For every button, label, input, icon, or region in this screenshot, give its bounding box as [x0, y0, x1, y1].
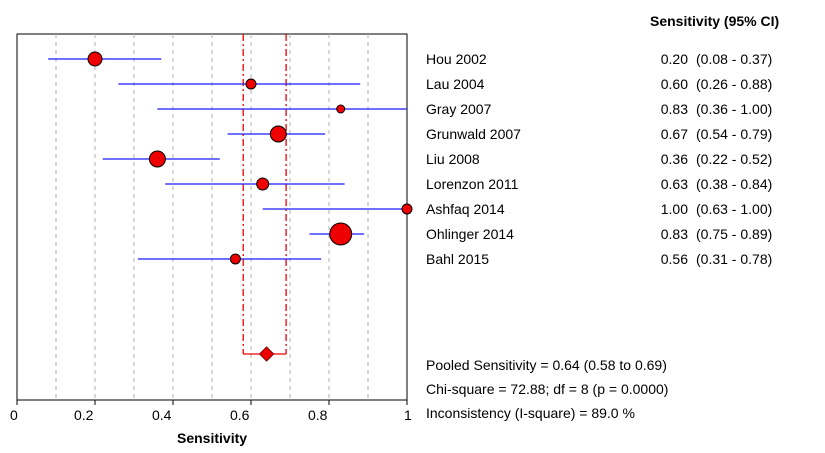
ci-label: (0.75 - 0.89)	[696, 226, 773, 242]
estimate-label: 0.20	[660, 51, 688, 67]
plot-frame	[16, 33, 408, 401]
study-label: Liu 2008	[426, 151, 480, 167]
estimate-label: 0.60	[660, 76, 688, 92]
estimate-marker	[401, 203, 413, 215]
x-tick-label: 0.6	[230, 407, 250, 423]
column-header: Sensitivity (95% CI)	[650, 13, 780, 29]
ci-label: (0.54 - 0.79)	[696, 126, 773, 142]
ci-label: (0.31 - 0.78)	[696, 251, 773, 267]
study-label: Lorenzon 2011	[426, 176, 519, 192]
ci-label: (0.63 - 1.00)	[696, 201, 773, 217]
estimate-marker	[269, 125, 287, 143]
ci-label: (0.36 - 1.00)	[696, 101, 773, 117]
study-label: Ohlinger 2014	[426, 226, 514, 242]
study-label: Bahl 2015	[426, 251, 490, 267]
ci-label: (0.26 - 0.88)	[696, 76, 773, 92]
estimate-label: 0.83	[660, 226, 688, 242]
estimate-marker	[256, 177, 270, 191]
estimate-label: 0.63	[660, 176, 688, 192]
chi-square-stat: Chi-square = 72.88; df = 8 (p = 0.0000)	[426, 381, 669, 397]
pooled-diamond	[258, 346, 275, 362]
x-axis-label: Sensitivity	[177, 430, 248, 446]
estimate-marker	[229, 253, 241, 265]
study-label: Gray 2007	[426, 101, 492, 117]
estimate-marker	[245, 78, 257, 90]
study-label: Lau 2004	[426, 76, 485, 92]
inconsistency-stat: Inconsistency (I-square) = 89.0 %	[426, 405, 635, 421]
estimate-marker	[329, 222, 353, 246]
estimate-label: 1.00	[660, 201, 688, 217]
ci-label: (0.22 - 0.52)	[696, 151, 773, 167]
study-label: Grunwald 2007	[426, 126, 521, 142]
x-tick-label: 0.2	[74, 407, 94, 423]
x-tick-label: 1	[404, 407, 412, 423]
ci-label: (0.38 - 0.84)	[696, 176, 773, 192]
pooled-stat: Pooled Sensitivity = 0.64 (0.58 to 0.69)	[426, 357, 667, 373]
estimate-label: 0.56	[660, 251, 688, 267]
estimate-label: 0.83	[660, 101, 688, 117]
estimate-label: 0.36	[660, 151, 688, 167]
estimate-marker	[148, 150, 166, 168]
x-tick-label: 0.4	[152, 407, 172, 423]
study-label: Ashfaq 2014	[426, 201, 505, 217]
estimate-label: 0.67	[660, 126, 688, 142]
ci-label: (0.08 - 0.37)	[696, 51, 773, 67]
estimate-marker	[336, 104, 346, 114]
x-tick-label: 0	[10, 407, 18, 423]
study-label: Hou 2002	[426, 51, 487, 67]
x-tick-label: 0.8	[308, 407, 328, 423]
estimate-marker	[87, 51, 103, 67]
